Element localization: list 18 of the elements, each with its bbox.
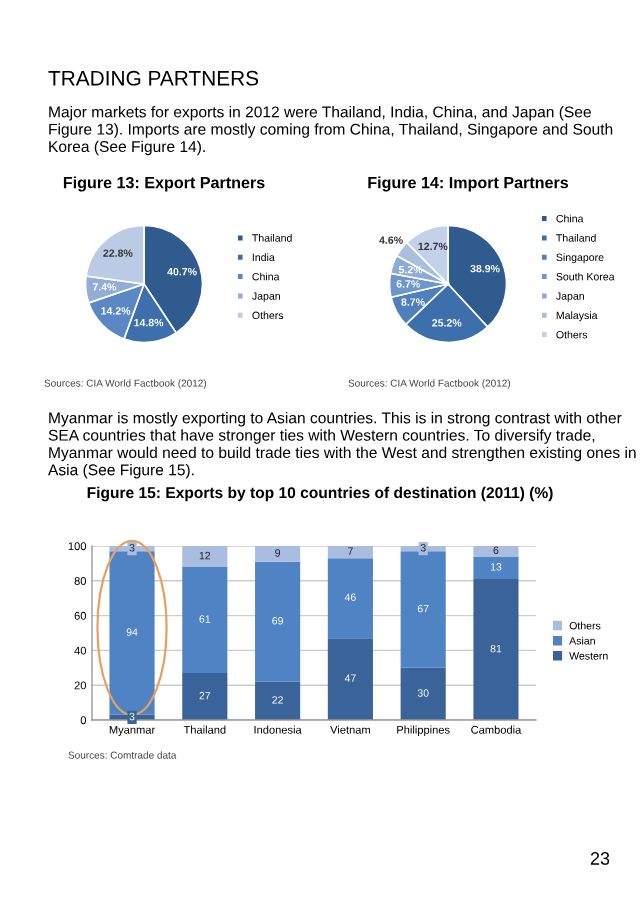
chart-title: Figure 13: Export Partners [63, 176, 265, 192]
bar [327, 638, 373, 720]
bar [255, 546, 301, 562]
bar [327, 546, 373, 559]
bar [327, 558, 373, 639]
bar [255, 681, 301, 720]
bar [473, 579, 519, 720]
bar [182, 673, 228, 720]
text: 23 [590, 852, 610, 865]
bar [255, 561, 301, 682]
bar [400, 667, 446, 720]
text: TRADING PARTNERS [48, 70, 259, 86]
chart-title: Figure 14: Import Partners [368, 176, 569, 192]
bar [400, 551, 446, 668]
bar [182, 566, 228, 674]
bar [473, 546, 519, 557]
bar [182, 546, 228, 567]
bar [473, 556, 519, 580]
